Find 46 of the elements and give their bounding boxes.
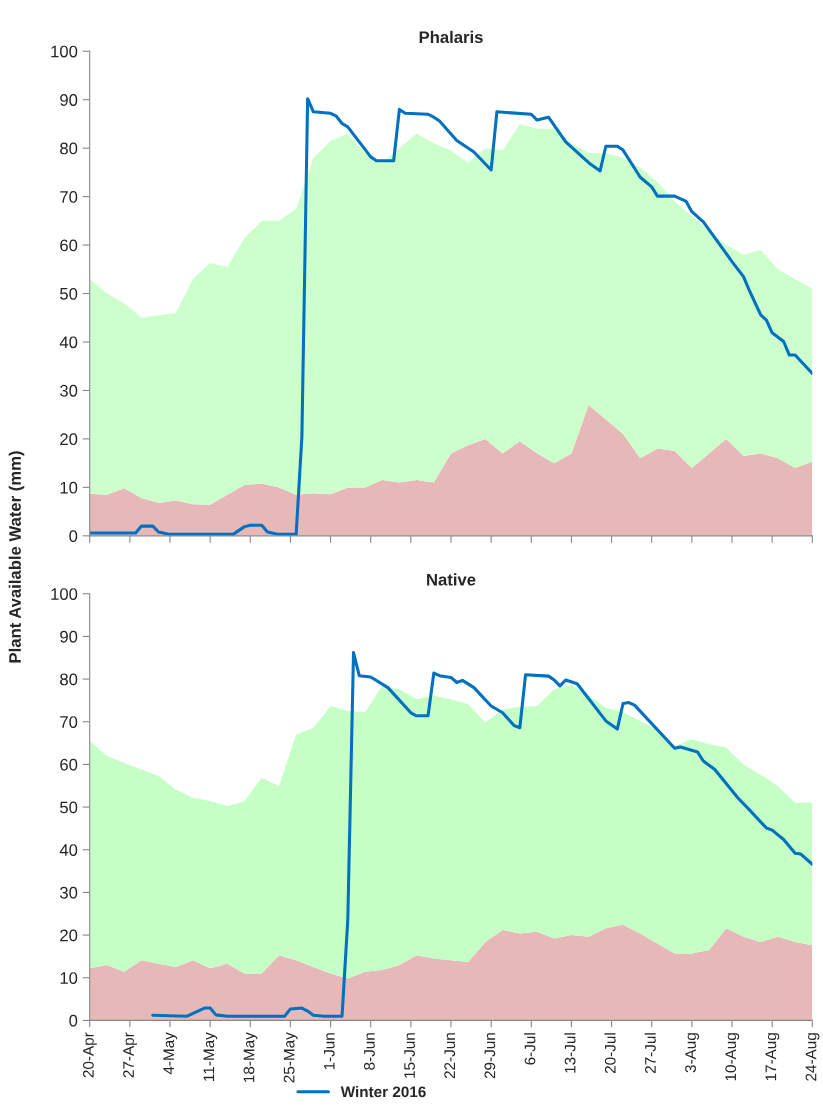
- y-tick-label: 50: [60, 801, 78, 814]
- x-tick-label: 10-Aug: [725, 1033, 740, 1081]
- chart-title: Native: [427, 573, 476, 586]
- x-tick-label: 18-May: [243, 1032, 258, 1082]
- y-tick-label: 80: [60, 673, 78, 686]
- x-tick-label: 3-Aug: [685, 1033, 699, 1073]
- y-tick-label: 90: [60, 94, 78, 106]
- x-tick-label: 25-May: [283, 1032, 298, 1083]
- y-tick-label: 30: [60, 886, 78, 899]
- y-tick-label: 30: [60, 384, 78, 397]
- line-series: [151, 651, 813, 1018]
- y-tick-label: 90: [60, 630, 78, 643]
- y-tick-label: 20: [60, 929, 78, 942]
- y-tick-label: 70: [60, 191, 78, 203]
- x-tick-label: 11-May: [203, 1032, 218, 1081]
- x-tick-label: 20-Apr: [82, 1032, 97, 1078]
- x-tick-label: 20-Jul: [604, 1033, 616, 1074]
- y-tick-label: 70: [60, 716, 78, 728]
- y-tick-label: 100: [51, 45, 78, 58]
- y-tick-label: 40: [59, 844, 78, 856]
- y-tick-label: 0: [69, 1014, 78, 1027]
- x-tick-label: 13-Jul: [564, 1033, 576, 1073]
- y-tick-label: 20: [60, 433, 78, 446]
- y-tick-label: 10: [60, 481, 78, 494]
- x-tick-label: 24-Aug: [805, 1033, 820, 1081]
- x-tick-label: 6-Jul: [524, 1033, 536, 1065]
- y-tick-label: 0: [69, 530, 78, 543]
- y-tick-label: 50: [60, 287, 78, 300]
- legend-label: Winter 2016: [340, 1086, 426, 1098]
- x-tick-label: 4-May: [163, 1032, 178, 1075]
- y-tick-label: 10: [60, 972, 78, 984]
- x-tick-label: 1-Jun: [324, 1033, 335, 1070]
- y-tick-label: 100: [51, 588, 78, 600]
- x-tick-label: 29-Jun: [484, 1033, 496, 1079]
- y-tick-label: 60: [60, 758, 78, 771]
- x-tick-label: 27-Jul: [644, 1033, 656, 1074]
- x-tick-label: 27-Apr: [123, 1032, 137, 1078]
- y-tick-label: 80: [60, 142, 78, 155]
- x-tick-label: 17-Aug: [765, 1033, 780, 1081]
- y-tick-label: 60: [60, 239, 78, 252]
- x-tick-label: 8-Jun: [364, 1033, 375, 1070]
- chart-title: Phalaris: [419, 30, 483, 44]
- x-tick-label: 15-Jun: [404, 1033, 415, 1078]
- x-tick-label: 22-Jun: [444, 1033, 456, 1079]
- y-tick-label: 40: [59, 336, 78, 349]
- y-axis-title: Plant Available Water (mm): [8, 451, 25, 663]
